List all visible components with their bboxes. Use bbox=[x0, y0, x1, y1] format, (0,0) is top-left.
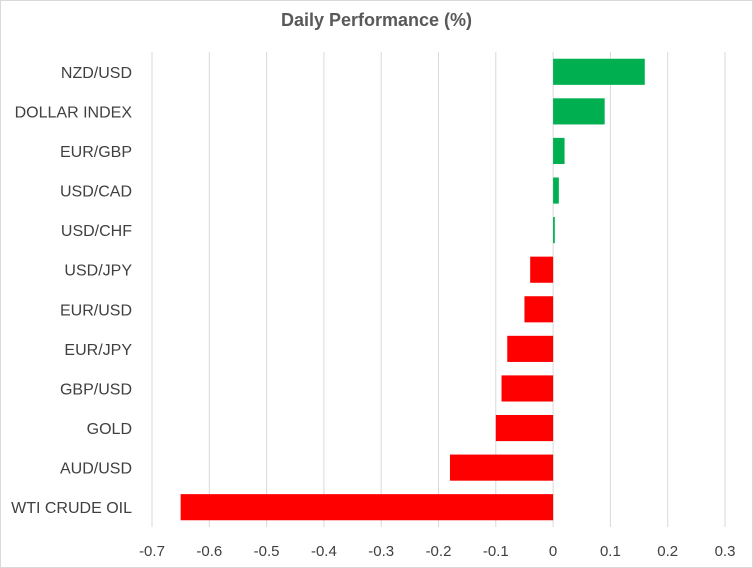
category-label: AUD/USD bbox=[60, 461, 132, 478]
x-tick-label: -0.7 bbox=[139, 543, 165, 560]
bar bbox=[553, 58, 645, 85]
chart-title: Daily Performance (%) bbox=[280, 10, 473, 30]
x-tick-label: -0.5 bbox=[254, 543, 280, 560]
category-label: USD/JPY bbox=[64, 263, 132, 280]
x-tick-label: -0.4 bbox=[311, 543, 337, 560]
bar bbox=[501, 375, 554, 402]
bar bbox=[530, 256, 554, 283]
bar bbox=[449, 454, 554, 481]
category-label: WTI CRUDE OIL bbox=[11, 500, 132, 517]
category-label: GOLD bbox=[87, 421, 132, 438]
category-label: GBP/USD bbox=[60, 381, 132, 398]
bar bbox=[553, 98, 605, 125]
category-label: DOLLAR INDEX bbox=[15, 104, 133, 121]
category-label: USD/CHF bbox=[61, 223, 132, 240]
x-tick-label: -0.1 bbox=[483, 543, 509, 560]
x-tick-label: 0.1 bbox=[600, 543, 621, 560]
bar bbox=[553, 217, 555, 244]
bar bbox=[553, 137, 565, 165]
bar bbox=[507, 335, 554, 362]
x-tick-label: -0.3 bbox=[368, 543, 394, 560]
x-axis-tick-labels: -0.7 -0.6 -0.5 -0.4 -0.3 -0.2 -0.1 0 0.1 0.2 0.3 bbox=[139, 543, 735, 560]
gridlines bbox=[151, 52, 726, 527]
category-label: EUR/JPY bbox=[64, 342, 132, 359]
category-label: NZD/USD bbox=[61, 65, 132, 82]
category-labels: NZD/USD DOLLAR INDEX EUR/GBP USD/CAD USD/CHF… bbox=[11, 65, 132, 517]
bar bbox=[180, 494, 554, 521]
category-label: EUR/USD bbox=[60, 302, 132, 319]
bar bbox=[495, 414, 554, 442]
x-tick-label: -0.2 bbox=[426, 543, 452, 560]
x-tick-label: 0.3 bbox=[715, 543, 736, 560]
bar bbox=[553, 177, 559, 204]
bars bbox=[180, 58, 645, 521]
category-label: EUR/GBP bbox=[60, 144, 132, 161]
x-tick-label: -0.6 bbox=[196, 543, 222, 560]
category-label: USD/CAD bbox=[60, 184, 132, 201]
x-tick-label: 0 bbox=[549, 543, 557, 560]
x-tick-label: 0.2 bbox=[657, 543, 678, 560]
bar bbox=[524, 296, 554, 323]
